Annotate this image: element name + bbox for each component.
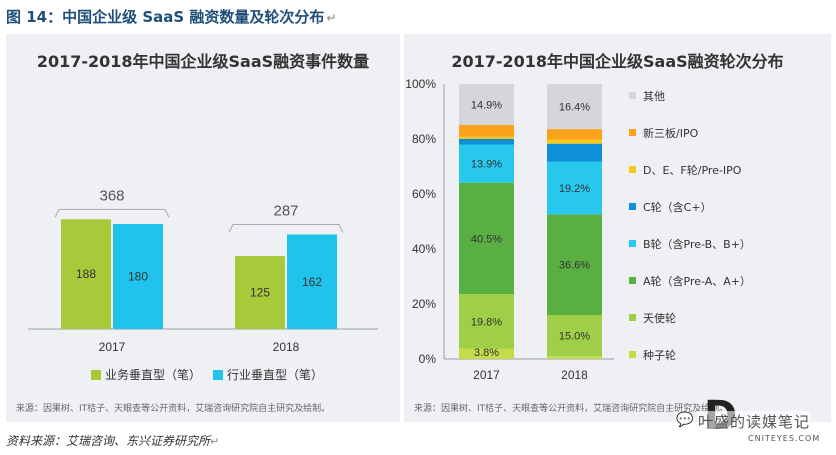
segment-label: 16.4%	[559, 102, 590, 114]
watermark-text: 叶盛的读媒笔记	[698, 411, 811, 432]
figure-title-text: 图 14：中国企业级 SaaS 融资数量及轮次分布	[6, 8, 325, 26]
legend-swatch	[91, 370, 101, 380]
legend-label: 其他	[643, 90, 665, 103]
segment-B轮（含Pre-B、B+）-2017	[459, 144, 514, 183]
wechat-bubble-icon: 💬	[676, 412, 694, 428]
bar-value-label: 162	[302, 275, 322, 289]
legend-label: 天使轮	[643, 311, 676, 325]
bar-行业垂直型（笔）-2018	[287, 234, 337, 329]
bar-value-label: 125	[250, 286, 270, 300]
legend-swatch	[629, 203, 636, 210]
legend-swatch	[629, 351, 636, 358]
segment-label: 15.0%	[559, 331, 590, 343]
segment-其他-2018	[547, 84, 602, 130]
bar-value-label: 188	[76, 267, 96, 281]
legend-label: 业务垂直型（笔）	[105, 367, 201, 382]
y-tick-label: 100%	[405, 77, 436, 91]
segment-新三板/IPO-2018	[547, 129, 602, 140]
x-tick-label: 2018	[561, 368, 588, 382]
segment-其他-2017	[459, 84, 514, 125]
y-tick-label: 20%	[412, 297, 436, 311]
segment-种子轮-2017	[459, 348, 514, 359]
right-chart-source: 来源：因果树、IT桔子、天眼查等公开资料，艾瑞咨询研究院自主研究及绘制。	[414, 404, 729, 414]
y-tick-label: 80%	[412, 132, 436, 146]
segment-天使轮-2017	[459, 294, 514, 349]
total-bracket	[54, 208, 170, 218]
figure-title: 图 14：中国企业级 SaaS 融资数量及轮次分布 ↵	[6, 6, 336, 27]
legend-swatch	[629, 240, 636, 247]
segment-label: 19.2%	[559, 183, 590, 195]
segment-D、E、F轮/Pre-IPO-2018	[547, 139, 602, 144]
segment-label: 36.6%	[559, 260, 590, 272]
bar-行业垂直型（笔）-2017	[113, 224, 163, 329]
legend-swatch	[629, 166, 636, 173]
total-label: 287	[273, 203, 298, 220]
segment-A轮（含Pre-A、A+）-2018	[547, 214, 602, 315]
legend-swatch	[629, 314, 636, 321]
legend-swatch	[213, 370, 223, 380]
segment-label: 3.8%	[474, 347, 499, 359]
left-chart-svg: 188 180 368 2017 125 162 287 2018 业务垂直型（笔） 行业垂直型（…	[28, 187, 378, 382]
segment-B轮（含Pre-B、B+）-2018	[547, 161, 602, 215]
legend-label: B轮（含Pre-B、B+）	[643, 237, 751, 251]
bar-业务垂直型（笔）-2017	[61, 219, 111, 329]
y-tick-label: 0%	[419, 352, 437, 366]
legend-label: 种子轮	[643, 348, 676, 362]
segment-label: 13.9%	[471, 159, 502, 171]
right-chart-panel: 2017-2018年中国企业级SaaS融资轮次分布 0% 20% 40% 60% 80%…	[404, 34, 831, 422]
left-chart-title: 2017-2018年中国企业级SaaS融资事件数量	[36, 52, 370, 71]
legend-label: C轮（含C+）	[643, 200, 712, 214]
x-tick-label: 2017	[473, 368, 500, 382]
legend-swatch	[629, 92, 636, 99]
segment-label: 19.8%	[471, 316, 502, 328]
source-footer-text: 资料来源：艾瑞咨询、东兴证券研究所	[6, 434, 211, 448]
segment-种子轮-2018	[547, 356, 602, 359]
legend-swatch	[629, 129, 636, 136]
legend-label: 行业垂直型（笔）	[227, 367, 323, 382]
y-tick-label: 40%	[412, 242, 436, 256]
segment-新三板/IPO-2017	[459, 124, 514, 137]
right-chart-svg: 0% 20% 40% 60% 80% 100% 3.8% 19.8% 40.5% 13.9% 14.…	[405, 77, 751, 382]
watermark: D 💬 叶盛的读媒笔记 CNITEYES.COM	[676, 394, 826, 452]
total-label: 368	[99, 187, 124, 204]
segment-label: 40.5%	[471, 233, 502, 245]
legend-swatch	[629, 277, 636, 284]
return-mark-icon: ↵	[210, 435, 220, 448]
y-tick-label: 60%	[412, 187, 436, 201]
left-chart-panel: 2017-2018年中国企业级SaaS融资事件数量 188 180 368 2017 1…	[6, 34, 400, 422]
segment-C轮（含C+）-2017	[459, 139, 514, 145]
x-tick-label: 2018	[273, 340, 300, 354]
source-footer: 资料来源：艾瑞咨询、东兴证券研究所↵	[6, 432, 219, 449]
bar-业务垂直型（笔）-2018	[235, 256, 285, 329]
legend-label: D、E、F轮/Pre-IPO	[643, 163, 742, 177]
right-chart-title: 2017-2018年中国企业级SaaS融资轮次分布	[451, 52, 784, 71]
x-tick-label: 2017	[99, 340, 126, 354]
total-bracket	[228, 224, 344, 233]
segment-C轮（含C+）-2018	[547, 143, 602, 162]
segment-A轮（含Pre-A、A+）-2017	[459, 182, 514, 295]
bar-value-label: 180	[128, 270, 148, 284]
segment-天使轮-2018	[547, 315, 602, 357]
return-mark-icon: ↵	[326, 11, 337, 25]
segment-D、E、F轮/Pre-IPO-2017	[459, 136, 514, 139]
left-chart-source: 来源：因果树、IT桔子、天眼查等公开资料，艾瑞咨询研究院自主研究及绘制。	[16, 404, 331, 414]
legend-label: 新三板/IPO	[643, 126, 699, 140]
legend-label: A轮（含Pre-A、A+）	[643, 274, 751, 288]
segment-label: 14.9%	[471, 99, 502, 111]
watermark-url: CNITEYES.COM	[748, 434, 821, 443]
